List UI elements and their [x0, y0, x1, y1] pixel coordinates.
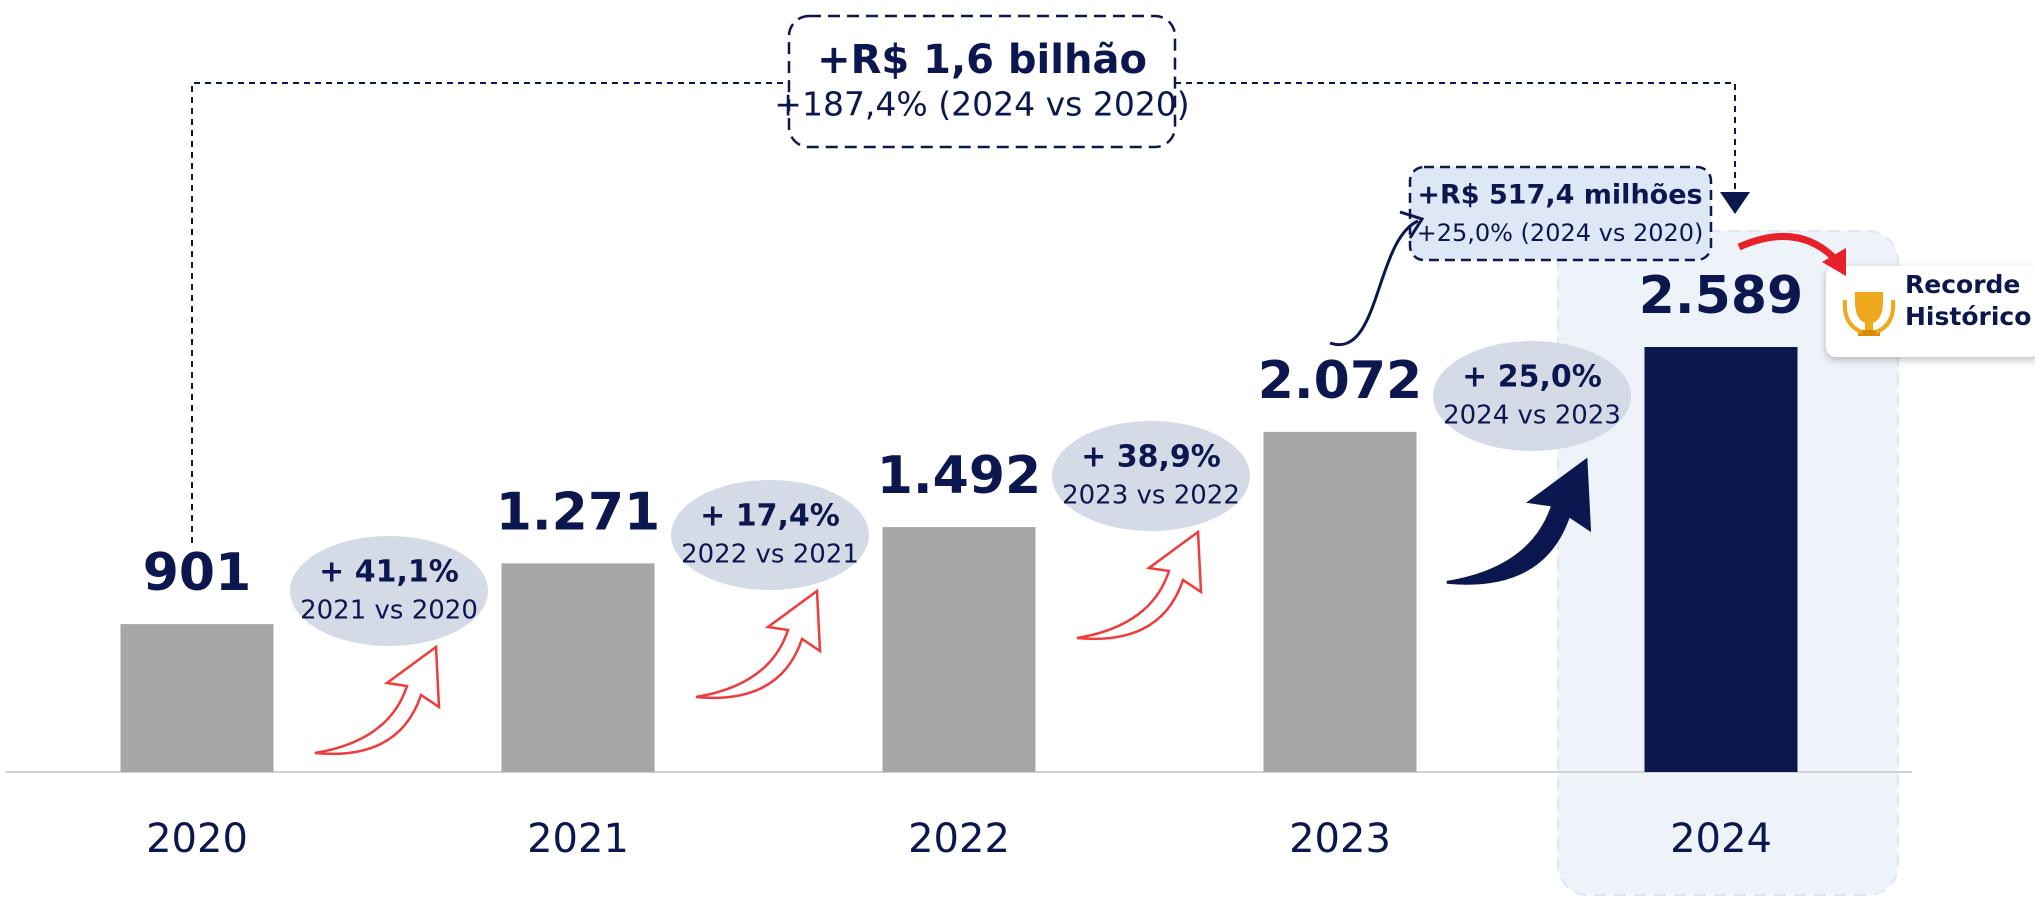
- comparison-change: + 38,9%: [1081, 440, 1221, 475]
- comparison-period: 2022 vs 2021: [681, 540, 859, 570]
- x-tick-label: 2021: [527, 816, 629, 862]
- badge-line: Histórico: [1905, 302, 2031, 331]
- value-label: 2.072: [1258, 351, 1422, 411]
- total-change: +187,4% (2024 vs 2020): [774, 85, 1189, 124]
- comparison-change: + 17,4%: [700, 499, 840, 534]
- comparison-bubble: [1433, 341, 1631, 451]
- comparison-bubble: [1052, 421, 1250, 531]
- x-tick-label: 2020: [146, 816, 248, 862]
- x-tick-label: 2024: [1670, 816, 1772, 862]
- comparison-bubble: [290, 536, 488, 646]
- comparison-period: 2023 vs 2022: [1062, 481, 1240, 511]
- bar: [882, 527, 1036, 772]
- value-label: 1.271: [496, 482, 660, 542]
- x-tick-label: 2022: [908, 816, 1010, 862]
- bar: [1263, 431, 1417, 772]
- comparison-period: 2021 vs 2020: [300, 596, 478, 626]
- bar: [501, 563, 655, 772]
- comparison-bubble: [671, 480, 869, 590]
- curved-arrow-head: [1399, 210, 1425, 239]
- value-label: 901: [143, 543, 252, 603]
- badge-line: Recorde: [1905, 270, 2020, 299]
- x-tick-label: 2023: [1289, 816, 1391, 862]
- growth-arrow: [695, 588, 822, 700]
- last-callout-box: [1408, 165, 1713, 262]
- comparison-change: + 25,0%: [1462, 360, 1602, 395]
- growth-arrow: [1076, 529, 1203, 641]
- total-callout-box: [787, 14, 1177, 149]
- badge-arrow-head: [1822, 248, 1846, 276]
- curved-arrow: [1329, 219, 1419, 347]
- bar: [120, 624, 274, 772]
- value-label: 2.589: [1639, 266, 1803, 326]
- growth-arrow: [314, 644, 441, 756]
- comparison-period: 2024 vs 2023: [1443, 401, 1621, 431]
- growth-arrow-dark: [1446, 457, 1592, 585]
- connector-arrow: [1720, 192, 1750, 214]
- trophy-icon: [1842, 292, 1896, 336]
- value-label: 1.492: [877, 446, 1041, 506]
- bar: [1644, 347, 1798, 772]
- comparison-change: + 41,1%: [319, 555, 459, 590]
- connector: [191, 82, 1736, 543]
- total-amount: +R$ 1,6 bilhão: [817, 37, 1147, 83]
- last-amount: +R$ 517,4 milhões: [1417, 180, 1702, 211]
- last-change: +25,0% (2024 vs 2020): [1417, 219, 1704, 247]
- badge-arrow: [1737, 232, 1841, 265]
